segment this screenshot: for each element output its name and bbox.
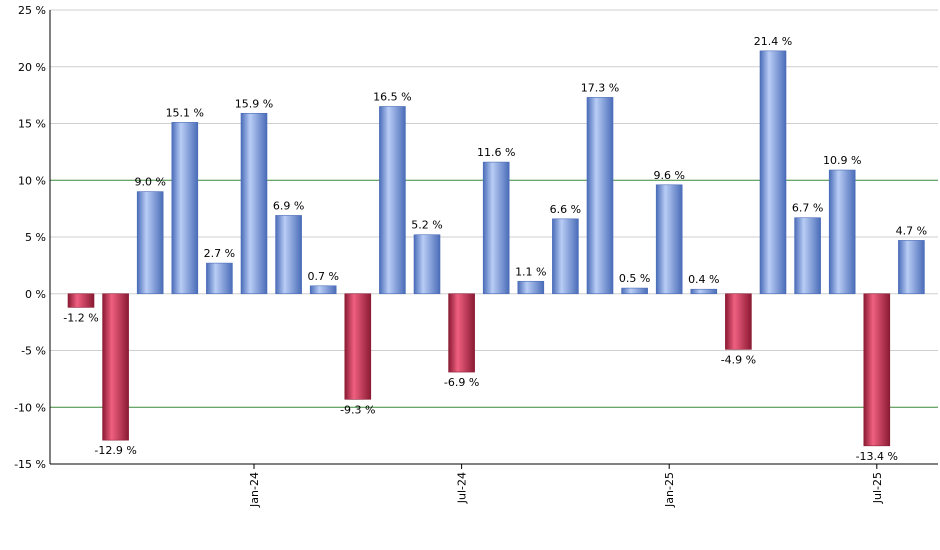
bar-positive	[275, 215, 302, 295]
y-tick-label: 25 %	[18, 4, 46, 17]
bar-negative	[725, 293, 752, 350]
bar-value-label: -4.9 %	[721, 353, 756, 366]
bar-value-labels: -1.2 % -12.9 % 9.0 % 15.1 % 2.7 % 15.9 % 6.9 %…	[63, 35, 927, 463]
bar-value-label: -9.3 %	[340, 403, 375, 416]
bar-negative	[448, 293, 475, 373]
bar-positive	[759, 50, 787, 295]
bar-positive	[206, 262, 233, 295]
bar-negative	[863, 293, 891, 447]
bar-value-label: 10.9 %	[823, 154, 861, 167]
bar-value-label: -1.2 %	[63, 311, 98, 324]
bar-positive	[240, 112, 268, 295]
bar-value-label: 15.1 %	[166, 106, 204, 119]
bar-positive	[379, 106, 406, 295]
y-tick-label: 15 %	[18, 118, 46, 131]
y-axis-tick-labels: 25 % 20 % 15 % 10 % 5 % 0 % -5 % -10 % -15 %	[14, 4, 46, 471]
bar-positive	[621, 287, 648, 295]
bar-positive	[794, 217, 821, 295]
x-tick-label: Jan-25	[663, 472, 676, 508]
y-tick-label: -5 %	[21, 345, 46, 358]
bar-positive	[136, 191, 164, 295]
bar-value-label: 16.5 %	[373, 90, 411, 103]
bar-value-label: 0.5 %	[619, 272, 650, 285]
bar-positive	[171, 122, 199, 295]
bar-negative	[344, 293, 372, 400]
y-tick-label: 0 %	[25, 288, 46, 301]
bar-value-label: 11.6 %	[477, 146, 515, 159]
x-tick-label: Jul-24	[456, 472, 469, 504]
bar-positive	[828, 169, 856, 295]
bar-positive	[413, 234, 441, 295]
bar-positive	[482, 161, 510, 295]
bar-positive	[309, 285, 337, 295]
bar-value-label: -13.4 %	[856, 450, 898, 463]
bar-value-label: 9.0 %	[134, 176, 165, 189]
bar-value-label: 4.7 %	[896, 224, 927, 237]
bar-value-label: 21.4 %	[754, 35, 792, 48]
bar-value-label: 6.7 %	[792, 202, 823, 215]
y-tick-label: 20 %	[18, 61, 46, 74]
x-axis-tick-labels: Jan-24 Jul-24 Jan-25 Jul-25	[248, 472, 884, 508]
bar-negative	[67, 293, 95, 308]
axes	[49, 10, 938, 469]
bar-positive	[655, 184, 683, 295]
bar-negative	[102, 293, 129, 441]
bar-value-label: 5.2 %	[411, 219, 442, 232]
bar-value-label: 9.6 %	[653, 169, 684, 182]
bar-positive	[552, 218, 579, 295]
bar-value-label: 6.9 %	[273, 199, 304, 212]
bar-value-label: -12.9 %	[94, 444, 136, 457]
bar-positive	[898, 240, 925, 295]
bar-value-label: 2.7 %	[204, 247, 235, 260]
y-tick-label: -15 %	[14, 458, 46, 471]
bar-value-label: 0.4 %	[688, 273, 719, 286]
bars	[67, 50, 925, 447]
y-tick-label: 10 %	[18, 174, 46, 187]
y-tick-label: 5 %	[25, 231, 46, 244]
x-tick-label: Jul-25	[871, 472, 884, 504]
bar-value-label: 15.9 %	[235, 97, 273, 110]
bar-positive	[586, 97, 614, 295]
bar-positive	[517, 280, 545, 295]
x-tick-label: Jan-24	[248, 472, 261, 508]
bar-value-label: 6.6 %	[550, 203, 581, 216]
bar-value-label: 0.7 %	[307, 270, 338, 283]
bar-value-label: 1.1 %	[515, 265, 546, 278]
y-tick-label: -10 %	[14, 401, 46, 414]
bar-value-label: 17.3 %	[581, 81, 619, 94]
bar-positive	[690, 288, 718, 295]
bar-value-label: -6.9 %	[444, 376, 479, 389]
